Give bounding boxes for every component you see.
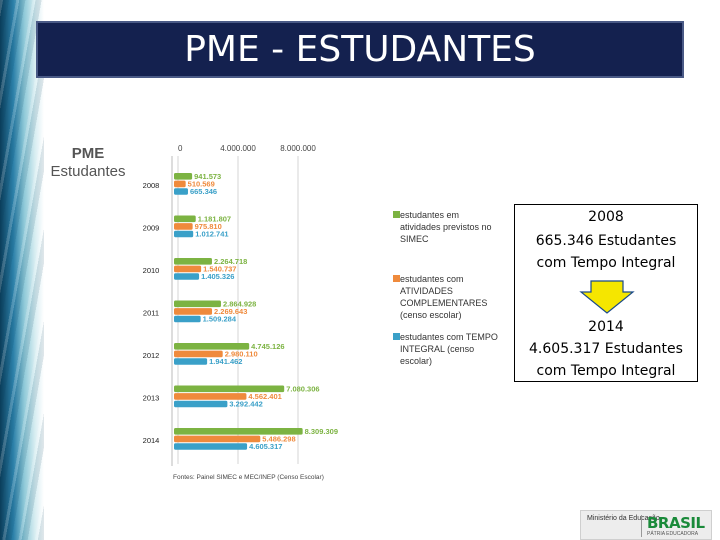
bar-2008-s0 [174,173,193,180]
data-label-2008-s1: 510.569 [188,179,215,188]
category-label-2010: 2010 [143,266,160,275]
data-label-2013-s0: 7.080.306 [286,384,319,393]
legend-label-1-2: COMPLEMENTARES [400,298,487,308]
data-label-2014-s1: 5.486.298 [262,434,295,443]
ministry-name: Ministério da Educação [587,515,660,522]
data-label-2014-s2: 4.605.317 [249,442,282,451]
bar-2014-s0 [174,428,303,435]
data-label-2011-s0: 2.864.928 [223,299,256,308]
brasil-tagline: PÁTRIA EDUCADORA [647,531,699,537]
data-label-2009-s1: 975.810 [195,222,222,231]
data-label-2012-s1: 2.980.110 [225,349,258,358]
bar-2012-s2 [174,358,208,365]
category-label-2009: 2009 [143,224,160,233]
legend-label-2-1: INTEGRAL (censo [400,344,474,354]
bar-2009-s2 [174,230,194,238]
bar-2010-s1 [174,265,202,273]
legend-label-1-3: (censo escolar) [400,310,462,320]
chart-subtitle: Estudantes [50,163,125,180]
page-title: PME - ESTUDANTES [184,29,536,70]
data-label-2013-s1: 4.562.401 [248,392,281,401]
data-label-2009-s2: 1.012.741 [195,230,228,239]
ministry-logo: Ministério da Educação BRASIL PÁTRIA EDU… [580,510,712,540]
bar-2008-s2 [174,188,188,195]
bar-2013-s2 [174,400,228,408]
data-label-2011-s2: 1.509.284 [203,315,237,324]
category-label-2008: 2008 [143,181,160,190]
category-label-2012: 2012 [143,351,160,360]
data-label-2010-s1: 1.540.737 [203,264,236,273]
legend-label-0-1: atividades previstos no [400,222,492,232]
data-label-2013-s2: 3.292.442 [229,400,262,409]
brasil-logo-text: BRASIL [647,514,705,532]
bar-2014-s1 [174,435,261,443]
legend-swatch-0 [393,211,400,218]
legend-label-0-2: SIMEC [400,234,429,244]
data-label-2014-s0: 8.309.309 [305,427,338,436]
note-year-2008: 2008 [588,209,624,225]
down-arrow-icon [579,280,635,314]
bar-2014-s2 [174,443,248,450]
legend-swatch-2 [393,333,400,340]
note-type-2014: com Tempo Integral [536,363,676,379]
category-label-2011: 2011 [143,309,159,318]
data-label-2010-s0: 2.264.718 [214,257,247,266]
bar-2010-s0 [174,258,212,265]
note-year-2014: 2014 [588,319,624,335]
bar-2011-s2 [174,315,201,323]
chart-title: PME [72,145,105,162]
data-label-2009-s0: 1.181.807 [198,214,231,223]
legend-label-2-2: escolar) [400,356,432,366]
data-label-2008-s2: 665.346 [190,187,217,196]
title-bar: PME - ESTUDANTES [36,21,684,78]
legend-label-2-0: estudantes com TEMPO [400,332,498,342]
legend-label-1-1: ATIVIDADES [400,286,453,296]
logo-divider [641,515,642,537]
category-label-2013: 2013 [143,394,160,403]
bar-2011-s1 [174,308,213,315]
bar-2011-s0 [174,300,221,308]
x-tick-label: 0 [178,144,183,153]
legend-label-1-0: estudantes com [400,274,464,284]
bar-2013-s0 [174,385,285,393]
bar-2012-s0 [174,343,250,350]
data-label-2012-s0: 4.745.126 [251,342,284,351]
bar-2008-s1 [174,180,186,188]
x-tick-label: 4.000.000 [220,144,256,153]
bar-2012-s1 [174,350,223,358]
note-students-2008: 665.346 Estudantes [535,233,677,249]
x-tick-label: 8.000.000 [280,144,316,153]
bar-2010-s2 [174,273,200,280]
chart-source: Fontes: Painel SIMEC e MEC/INEP (Censo E… [173,474,324,481]
decorative-side-strip [0,0,44,540]
data-label-2010-s2: 1.405.326 [201,272,234,281]
note-students-2014: 4.605.317 Estudantes [529,341,683,357]
bar-2009-s1 [174,223,193,230]
bar-2009-s0 [174,215,196,223]
data-label-2008-s0: 941.573 [194,172,221,181]
data-label-2012-s2: 1.941.462 [209,357,242,366]
data-label-2011-s1: 2.269.643 [214,307,247,316]
note-type-2008: com Tempo Integral [536,255,676,271]
chart-panel: PME Estudantes 0 4.000.000 8.000.000 2008 941.… [48,130,504,486]
legend-label-0-0: estudantes em [400,210,459,220]
legend-swatch-1 [393,275,400,282]
category-label-2014: 2014 [143,436,160,445]
bar-2013-s1 [174,393,247,400]
